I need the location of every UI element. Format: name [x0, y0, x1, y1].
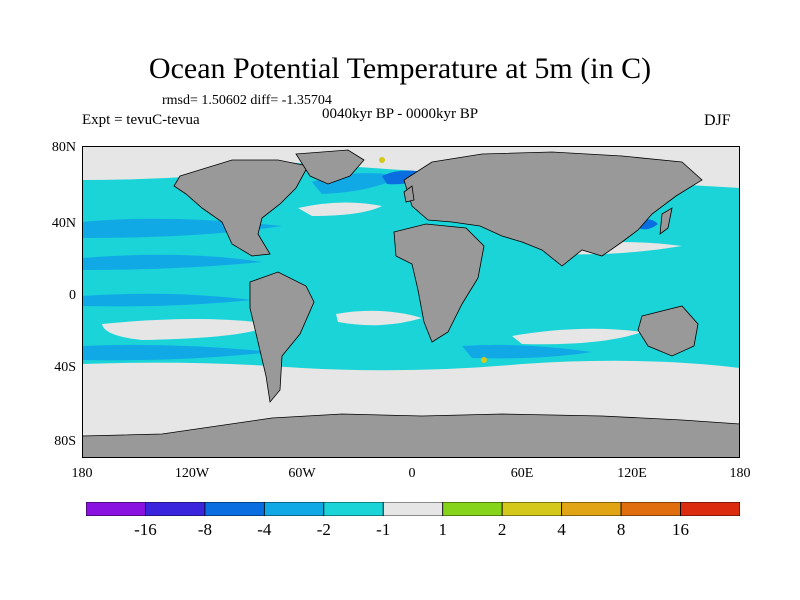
colorbar-swatch — [561, 502, 622, 516]
y-tick-80s: 80S — [54, 434, 76, 449]
colorbar-swatch — [620, 502, 681, 516]
tropical-pacific-cooling — [82, 254, 262, 270]
north-america — [173, 159, 309, 257]
stats-text: rmsd= 1.50602 diff= -1.35704 — [162, 93, 332, 108]
world-map — [82, 146, 740, 458]
south-america — [249, 271, 315, 403]
y-tick-equator: 0 — [69, 288, 76, 303]
colorbar-label: -1 — [376, 520, 391, 539]
colorbar-swatch — [680, 502, 740, 516]
x-tick-120e: 120E — [617, 466, 647, 481]
x-tick-180-east: 180 — [729, 466, 751, 481]
north-atlantic-neutral-patch — [298, 202, 382, 216]
colorbar-swatch — [86, 502, 146, 516]
period-label: 0040kyr BP - 0000kyr BP — [322, 106, 479, 122]
season-label: DJF — [704, 112, 731, 129]
south-indian-cooling — [462, 344, 592, 359]
y-tick-80n: 80N — [51, 140, 76, 155]
colorbar-swatch — [442, 502, 503, 516]
colorbar-label: 2 — [497, 520, 507, 539]
map-frame — [82, 146, 740, 458]
australia — [637, 305, 699, 357]
colorbar-label: 16 — [672, 520, 690, 539]
colorbar-label: -4 — [257, 520, 272, 539]
colorbar-swatch — [501, 502, 563, 516]
equatorial-pacific-cooling — [82, 293, 252, 307]
x-tick-180-west: 180 — [71, 466, 93, 481]
colorbar-swatch — [145, 502, 206, 516]
colorbar-swatch — [263, 502, 325, 516]
south-pacific-neutral-patch — [102, 319, 272, 340]
warm-spot-southern-ocean — [481, 357, 487, 363]
indian-ocean-neutral-patch — [512, 328, 642, 345]
eurasia — [403, 151, 703, 267]
chart-title: Ocean Potential Temperature at 5m (in C) — [148, 52, 652, 85]
south-atlantic-neutral-patch — [336, 310, 422, 326]
experiment-label: Expt = tevuC-tevua — [82, 112, 200, 128]
colorbar-swatch — [382, 502, 444, 516]
colorbar-label: -8 — [197, 520, 212, 539]
y-tick-40s: 40S — [54, 360, 76, 375]
greenland — [295, 149, 365, 185]
colorbar — [86, 502, 740, 516]
x-tick-120w: 120W — [174, 466, 210, 481]
africa — [393, 223, 485, 343]
colorbar-label: 1 — [438, 520, 447, 539]
x-tick-60w: 60W — [288, 466, 316, 481]
colorbar-label: 4 — [557, 520, 566, 539]
colorbar-swatch — [204, 502, 265, 516]
x-tick-60e: 60E — [510, 466, 534, 481]
warm-spot-arctic — [379, 157, 385, 163]
south-pacific-cooling — [82, 344, 272, 361]
colorbar-label: -2 — [316, 520, 331, 539]
uk — [403, 185, 415, 203]
x-tick-0: 0 — [408, 466, 416, 481]
colorbar-label: 8 — [616, 520, 626, 539]
y-tick-40n: 40N — [51, 216, 76, 231]
land-masses — [82, 149, 740, 458]
colorbar-label: -16 — [134, 520, 157, 539]
colorbar-swatch — [323, 502, 384, 516]
antarctica — [82, 413, 740, 458]
japan — [659, 207, 673, 235]
